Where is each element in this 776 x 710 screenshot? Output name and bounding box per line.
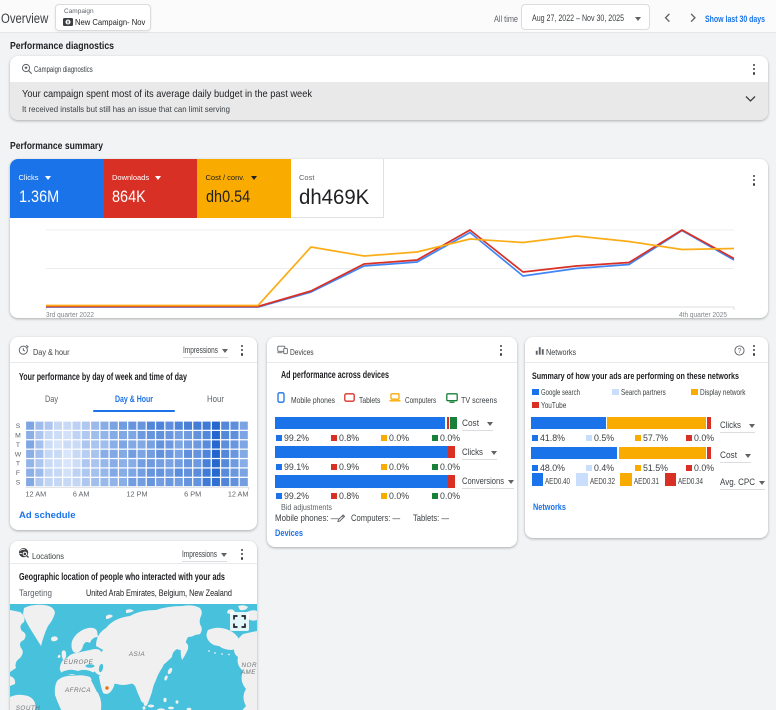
svg-text:NOR: NOR: [242, 662, 258, 669]
svg-text:S: S: [16, 479, 21, 486]
svg-text:S: S: [16, 423, 21, 430]
svg-text:?: ?: [738, 348, 742, 355]
svg-text:ASIA: ASIA: [128, 651, 145, 658]
svg-text:AME: AME: [240, 669, 256, 676]
svg-text:EUROPE: EUROPE: [64, 659, 94, 666]
svg-text:F: F: [16, 470, 20, 477]
svg-text:M: M: [15, 433, 21, 440]
svg-text:T: T: [16, 442, 20, 449]
svg-text:AFRICA: AFRICA: [64, 687, 91, 694]
svg-text:12 AM: 12 AM: [26, 490, 47, 499]
svg-text:12 AM: 12 AM: [228, 490, 249, 499]
svg-text:6 PM: 6 PM: [184, 490, 201, 499]
svg-text:SOUTH: SOUTH: [16, 705, 41, 710]
svg-text:6 AM: 6 AM: [73, 490, 90, 499]
svg-text:T: T: [16, 461, 20, 468]
svg-text:12 PM: 12 PM: [126, 490, 147, 499]
svg-text:W: W: [15, 451, 22, 458]
